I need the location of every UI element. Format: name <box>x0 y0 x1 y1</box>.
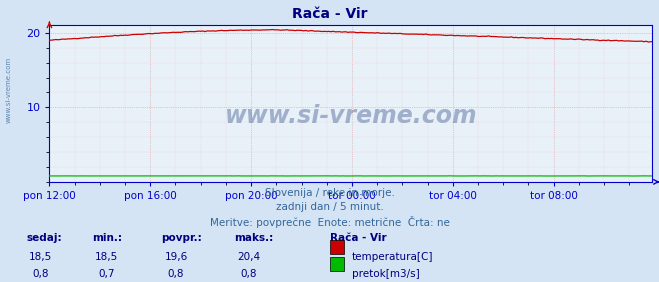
Text: 19,6: 19,6 <box>164 252 188 262</box>
Text: 18,5: 18,5 <box>29 252 53 262</box>
Text: Rača - Vir: Rača - Vir <box>330 233 386 243</box>
Text: Rača - Vir: Rača - Vir <box>292 7 367 21</box>
Text: www.si-vreme.com: www.si-vreme.com <box>225 104 477 128</box>
Text: 0,7: 0,7 <box>98 269 115 279</box>
Text: povpr.:: povpr.: <box>161 233 202 243</box>
Text: 0,8: 0,8 <box>240 269 257 279</box>
Text: maks.:: maks.: <box>234 233 273 243</box>
Text: Slovenija / reke in morje.: Slovenija / reke in morje. <box>264 188 395 197</box>
Text: 20,4: 20,4 <box>237 252 260 262</box>
Text: Meritve: povprečne  Enote: metrične  Črta: ne: Meritve: povprečne Enote: metrične Črta:… <box>210 216 449 228</box>
Text: pretok[m3/s]: pretok[m3/s] <box>352 269 420 279</box>
Text: zadnji dan / 5 minut.: zadnji dan / 5 minut. <box>275 202 384 212</box>
Text: www.si-vreme.com: www.si-vreme.com <box>5 57 11 123</box>
Text: 0,8: 0,8 <box>32 269 49 279</box>
Text: 0,8: 0,8 <box>167 269 185 279</box>
Text: min.:: min.: <box>92 233 123 243</box>
Text: sedaj:: sedaj: <box>26 233 62 243</box>
Text: temperatura[C]: temperatura[C] <box>352 252 434 262</box>
Text: 18,5: 18,5 <box>95 252 119 262</box>
